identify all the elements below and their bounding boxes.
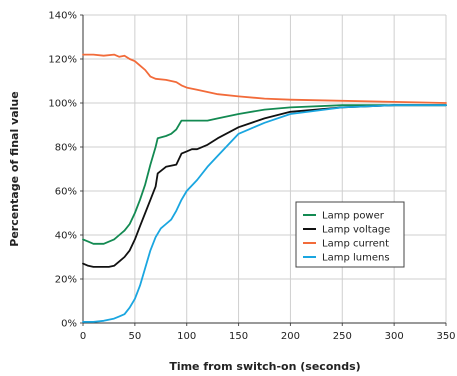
y-tick-label: 0%	[61, 319, 77, 330]
legend: Lamp power Lamp voltage Lamp current Lamp l…	[295, 201, 405, 268]
series-line-lamp-voltage	[82, 104, 447, 268]
legend-label: Lamp lumens	[322, 253, 390, 264]
y-tick-label: 80%	[55, 143, 77, 154]
y-tick-label: 60%	[55, 187, 77, 198]
y-tick-label: 100%	[48, 99, 77, 110]
y-tick-label: 40%	[55, 231, 77, 242]
tick-labels: 0% 20% 40% 60% 80% 100% 120% 140% 0 50 100 150 200 25…	[48, 11, 455, 343]
x-tick-label: 300	[385, 331, 404, 342]
x-tick-label: 0	[80, 331, 86, 342]
axes	[80, 14, 447, 326]
x-axis-title: Time from switch-on (seconds)	[169, 360, 360, 373]
series-line-lamp-lumens	[82, 104, 447, 323]
y-tick-label: 20%	[55, 275, 77, 286]
legend-label: Lamp voltage	[322, 225, 390, 236]
y-axis-title: Percentage of final value	[8, 91, 21, 246]
legend-label: Lamp current	[322, 239, 389, 250]
x-tick-label: 350	[436, 331, 455, 342]
grid	[83, 14, 447, 323]
y-tick-label: 140%	[48, 11, 77, 22]
x-tick-label: 50	[128, 331, 141, 342]
x-tick-label: 150	[229, 331, 248, 342]
y-tick-label: 120%	[48, 55, 77, 66]
x-tick-label: 250	[333, 331, 352, 342]
legend-label: Lamp power	[322, 211, 385, 222]
series-line-lamp-current	[82, 53, 447, 104]
x-tick-label: 200	[281, 331, 300, 342]
series-line-lamp-power	[82, 104, 447, 245]
series-lines	[82, 53, 447, 323]
x-tick-label: 100	[177, 331, 196, 342]
